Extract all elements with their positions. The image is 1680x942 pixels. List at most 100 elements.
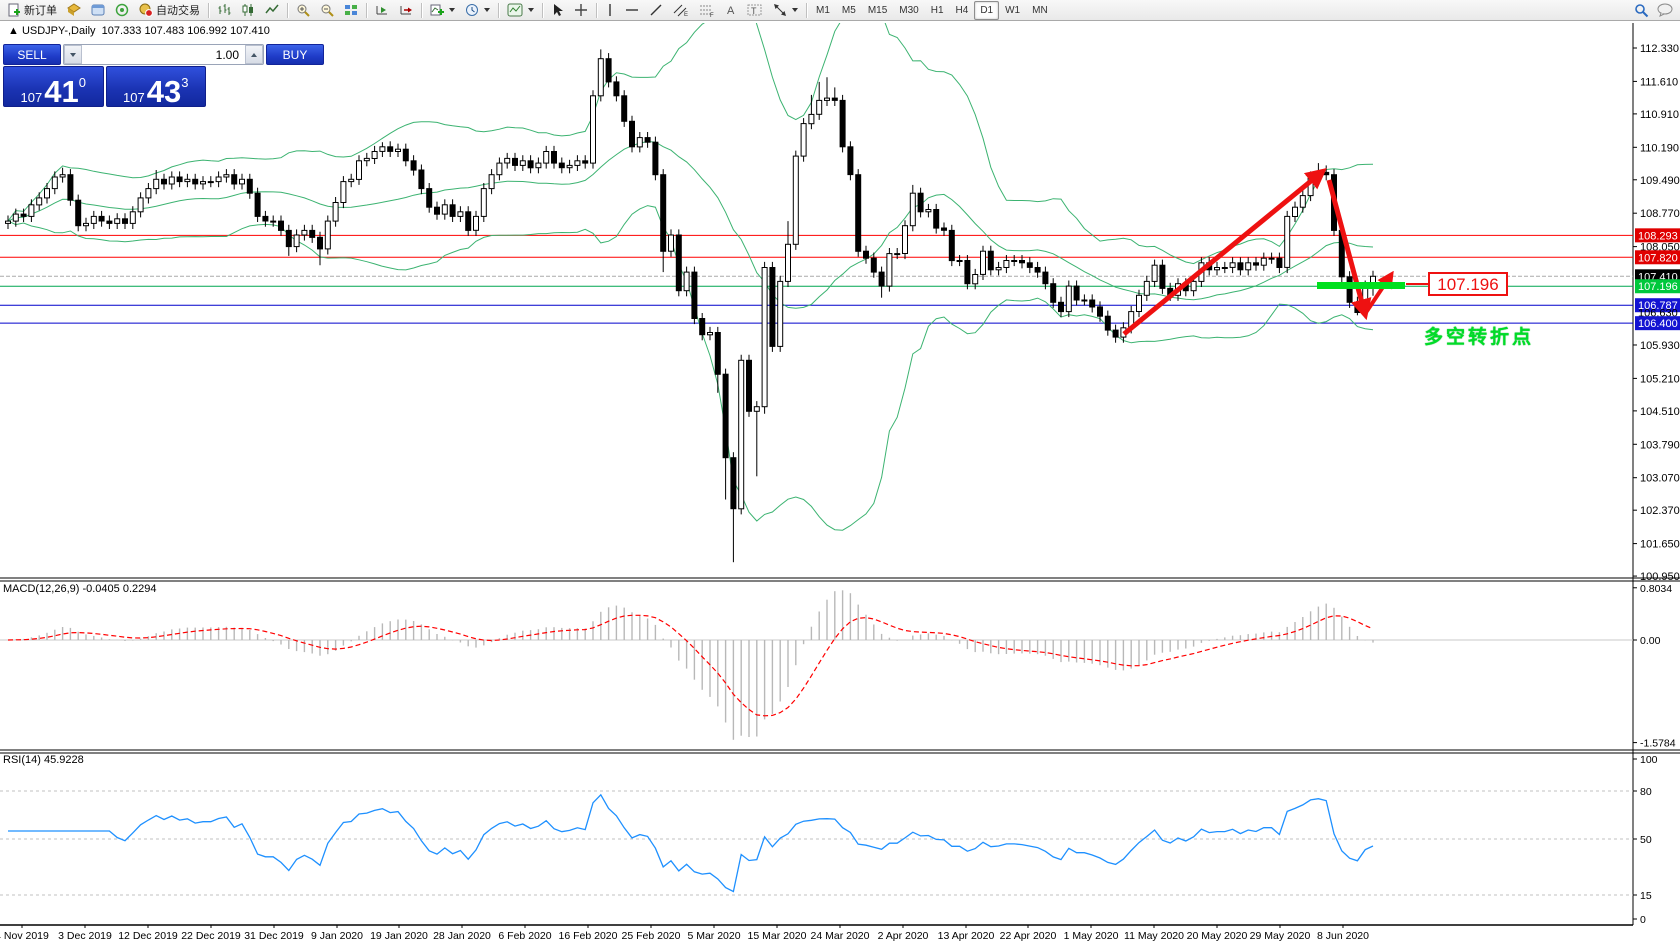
vline-tool-button[interactable] xyxy=(600,0,620,21)
candle xyxy=(543,151,550,164)
candle xyxy=(270,220,277,223)
templates-dropdown-caret[interactable] xyxy=(528,8,534,12)
chart-shift-button[interactable] xyxy=(394,0,418,21)
candle xyxy=(1237,262,1244,271)
tab-timeframe-M30[interactable]: M30 xyxy=(899,4,919,16)
candle xyxy=(987,250,994,271)
new-order-button[interactable]: 新订单 xyxy=(2,0,62,21)
text-tool-button[interactable]: A xyxy=(720,0,742,21)
horizontal-line-icon xyxy=(626,9,638,11)
candle xyxy=(215,176,222,183)
buy-button[interactable]: BUY xyxy=(266,44,324,65)
price-axis[interactable]: 112.330 111.610 110.910 110.190 109.490 108.7… xyxy=(1633,43,1680,583)
buy-quote[interactable]: 107 43 3 xyxy=(105,66,206,107)
svg-text:9 Jan 2020: 9 Jan 2020 xyxy=(311,930,363,942)
candle xyxy=(1097,306,1103,317)
auto-scroll-icon xyxy=(376,6,387,15)
support-highlight-bar[interactable] xyxy=(1317,282,1405,289)
candle xyxy=(207,181,214,184)
templates-button[interactable] xyxy=(502,0,539,21)
periods-button[interactable] xyxy=(460,0,495,21)
date-axis[interactable]: 4 Nov 2019 3 Dec 2019 12 Dec 2019 22 Dec 20… xyxy=(0,925,1369,942)
svg-text:101.650: 101.650 xyxy=(1640,539,1680,551)
candle xyxy=(964,260,971,285)
candle xyxy=(465,211,472,231)
tab-timeframe-D1[interactable]: D1 xyxy=(974,0,1000,20)
svg-text:E: E xyxy=(684,12,688,17)
candle xyxy=(652,141,659,176)
bar-chart-button[interactable] xyxy=(212,0,236,21)
candle xyxy=(894,253,901,256)
svg-text:100.950: 100.950 xyxy=(1640,571,1680,583)
spinner-up-icon xyxy=(251,52,257,57)
zoom-out-icon xyxy=(321,4,334,17)
candle xyxy=(1229,262,1236,268)
svg-text:24 Mar 2020: 24 Mar 2020 xyxy=(811,930,870,942)
search-icon[interactable] xyxy=(1634,3,1649,18)
indicators-button[interactable] xyxy=(425,0,460,21)
channel-tool-button[interactable]: E xyxy=(668,0,694,21)
candle xyxy=(309,229,316,238)
svg-text:19 Jan 2020: 19 Jan 2020 xyxy=(370,930,428,942)
candle xyxy=(956,260,963,262)
fibonacci-tool-button[interactable]: F xyxy=(694,0,720,21)
candle xyxy=(785,243,791,282)
candle xyxy=(769,267,776,347)
volume-input[interactable] xyxy=(82,45,245,64)
sell-quote[interactable]: 107 41 0 xyxy=(3,66,104,107)
arrows-tool-button[interactable] xyxy=(768,0,803,21)
candle xyxy=(1221,267,1228,269)
tab-timeframe-MN[interactable]: MN xyxy=(1032,4,1048,16)
hline-tool-button[interactable] xyxy=(620,0,644,21)
tile-windows-button[interactable] xyxy=(339,0,363,21)
label-tool-button[interactable]: T xyxy=(742,0,768,21)
indicators-dropdown-caret[interactable] xyxy=(449,8,455,12)
tab-timeframe-H1[interactable]: H1 xyxy=(930,4,944,16)
zoom-out-button[interactable] xyxy=(315,0,339,21)
tab-timeframe-W1[interactable]: W1 xyxy=(1005,4,1021,16)
zoom-in-button[interactable] xyxy=(291,0,315,21)
spinner-down-icon xyxy=(70,52,76,57)
line-chart-button[interactable] xyxy=(260,0,284,21)
rsi-panel xyxy=(0,790,1633,896)
svg-text:22 Dec 2019: 22 Dec 2019 xyxy=(181,930,241,942)
price-callout-box[interactable]: 107.196 xyxy=(1406,272,1508,296)
svg-text:29 May 2020: 29 May 2020 xyxy=(1250,930,1311,942)
periods-dropdown-caret[interactable] xyxy=(484,8,490,12)
tab-timeframe-M15[interactable]: M15 xyxy=(867,4,888,16)
navigator-button[interactable] xyxy=(86,0,110,21)
auto-scroll-button[interactable] xyxy=(370,0,394,21)
trend-arrows[interactable] xyxy=(1122,168,1394,336)
candlestick-chart-button[interactable] xyxy=(236,0,260,21)
trendline-tool-button[interactable] xyxy=(644,0,668,21)
chat-icon[interactable] xyxy=(1657,3,1674,17)
signals-button[interactable] xyxy=(110,0,134,21)
candle xyxy=(613,81,620,97)
candle xyxy=(574,160,581,166)
svg-text:0.8034: 0.8034 xyxy=(1640,583,1672,595)
market-depth-button[interactable] xyxy=(62,0,86,21)
price-chart[interactable]: 112.330 111.610 110.910 110.190 109.490 108.7… xyxy=(0,21,1680,942)
tab-timeframe-M1[interactable]: M1 xyxy=(816,4,830,16)
candle xyxy=(683,271,690,292)
arrows-dropdown-caret[interactable] xyxy=(792,8,798,12)
candle xyxy=(1214,267,1220,271)
candle xyxy=(1190,280,1197,292)
candle xyxy=(1104,315,1111,331)
volume-increase-button[interactable] xyxy=(245,45,263,64)
toolbar-separator xyxy=(596,2,597,18)
crosshair-tool-button[interactable] xyxy=(569,0,593,21)
cursor-tool-button[interactable] xyxy=(546,0,569,21)
candle xyxy=(12,213,19,222)
tab-timeframe-M5[interactable]: M5 xyxy=(841,4,856,16)
volume-decrease-button[interactable] xyxy=(64,45,82,64)
svg-text:107.820: 107.820 xyxy=(1638,252,1678,264)
macd-label: MACD(12,26,9) -0.0405 0.2294 xyxy=(3,583,157,595)
autotrade-button[interactable]: 自动交易 xyxy=(134,0,205,21)
svg-text:0.00: 0.00 xyxy=(1640,635,1661,647)
sell-button[interactable]: SELL xyxy=(3,44,61,65)
candle xyxy=(1260,257,1267,266)
candle xyxy=(106,220,113,224)
tab-timeframe-H4[interactable]: H4 xyxy=(955,4,969,16)
tile-windows-icon xyxy=(345,5,357,15)
